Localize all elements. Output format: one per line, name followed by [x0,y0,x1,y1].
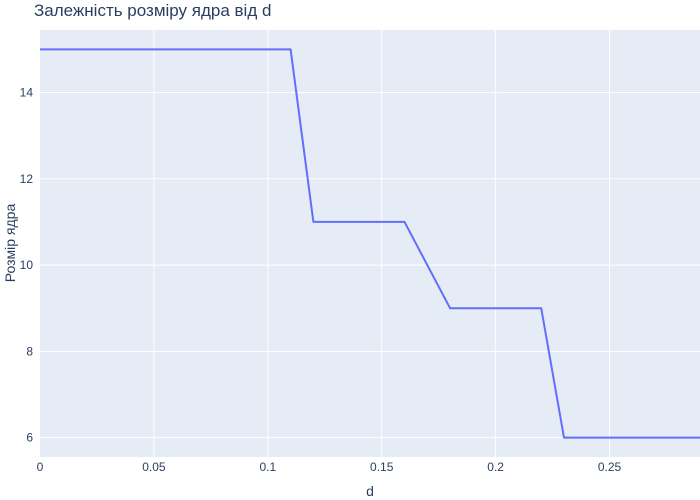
x-axis-ticks: 0 0.05 0.1 0.15 0.2 0.25 [37,460,622,474]
x-tick-label: 0.1 [259,460,276,474]
y-axis-label: Розмір ядра [2,204,18,283]
y-tick-label: 6 [26,431,33,445]
x-axis-label: d [366,483,374,499]
y-axis-ticks: 6 8 10 12 14 [20,86,34,445]
x-tick-label: 0.05 [142,460,166,474]
series-line [40,48,700,439]
y-tick-label: 12 [20,172,34,186]
y-tick-label: 10 [20,258,34,272]
chart-title: Залежність розміру ядра від d [34,1,271,20]
grid-lines [40,30,700,457]
x-tick-label: 0 [37,460,44,474]
y-tick-label: 8 [26,344,33,358]
series-layer [40,48,700,439]
x-tick-label: 0.2 [487,460,504,474]
x-tick-label: 0.25 [598,460,622,474]
plot-area [40,30,700,457]
x-tick-label: 0.15 [370,460,394,474]
y-tick-label: 14 [20,86,34,100]
